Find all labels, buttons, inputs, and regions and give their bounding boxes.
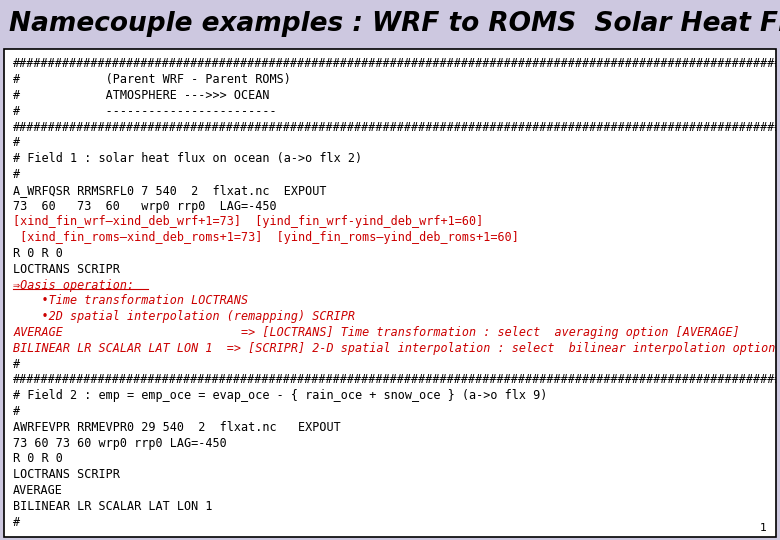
Text: AVERAGE: AVERAGE xyxy=(13,484,63,497)
Text: ################################################################################: ########################################… xyxy=(13,57,780,70)
Text: [xind_fin_roms–xind_deb_roms+1=73]  [yind_fin_roms–yind_deb_roms+1=60]: [xind_fin_roms–xind_deb_roms+1=73] [yind… xyxy=(13,231,519,244)
Text: •Time transformation LOCTRANS: •Time transformation LOCTRANS xyxy=(13,294,248,307)
Text: •2D spatial interpolation (remapping) SCRIPR: •2D spatial interpolation (remapping) SC… xyxy=(13,310,355,323)
Text: #            (Parent WRF - Parent ROMS): # (Parent WRF - Parent ROMS) xyxy=(13,73,291,86)
Text: # Field 2 : emp = emp_oce = evap_oce - { rain_oce + snow_oce } (a->o flx 9): # Field 2 : emp = emp_oce = evap_oce - {… xyxy=(13,389,548,402)
Text: #: # xyxy=(13,357,20,370)
Text: 73 60 73 60 wrp0 rrp0 LAG=-450: 73 60 73 60 wrp0 rrp0 LAG=-450 xyxy=(13,436,227,450)
Text: LOCTRANS SCRIPR: LOCTRANS SCRIPR xyxy=(13,468,120,481)
Text: BILINEAR LR SCALAR LAT LON 1  => [SCRIPR] 2-D spatial interpolation : select  bi: BILINEAR LR SCALAR LAT LON 1 => [SCRIPR]… xyxy=(13,342,780,355)
Text: [xind_fin_wrf–xind_deb_wrf+1=73]  [yind_fin_wrf-yind_deb_wrf+1=60]: [xind_fin_wrf–xind_deb_wrf+1=73] [yind_f… xyxy=(13,215,484,228)
Text: R 0 R 0: R 0 R 0 xyxy=(13,247,63,260)
Text: # Field 1 : solar heat flux on ocean (a->o flx 2): # Field 1 : solar heat flux on ocean (a-… xyxy=(13,152,362,165)
Text: R 0 R 0: R 0 R 0 xyxy=(13,453,63,465)
Text: A_WRFQSR RRMSRFL0 7 540  2  flxat.nc  EXPOUT: A_WRFQSR RRMSRFL0 7 540 2 flxat.nc EXPOU… xyxy=(13,184,327,197)
Text: #: # xyxy=(13,516,20,529)
Text: AVERAGE                         => [LOCTRANS] Time transformation : select  aver: AVERAGE => [LOCTRANS] Time transformatio… xyxy=(13,326,740,339)
Text: ⇒Oasis operation:: ⇒Oasis operation: xyxy=(13,279,134,292)
Text: #: # xyxy=(13,136,20,150)
Text: #: # xyxy=(13,168,20,181)
Text: ################################################################################: ########################################… xyxy=(13,120,780,133)
Text: ################################################################################: ########################################… xyxy=(13,373,780,386)
Text: 1: 1 xyxy=(760,523,767,534)
Text: Namecouple examples : WRF to ROMS  Solar Heat Flux and  EMP exchanges: Namecouple examples : WRF to ROMS Solar … xyxy=(9,11,780,37)
Text: #: # xyxy=(13,405,20,418)
Text: #            ------------------------: # ------------------------ xyxy=(13,105,277,118)
Text: #            ATMOSPHERE --->>> OCEAN: # ATMOSPHERE --->>> OCEAN xyxy=(13,89,270,102)
Text: LOCTRANS SCRIPR: LOCTRANS SCRIPR xyxy=(13,263,120,276)
Text: AWRFEVPR RRMEVPR0 29 540  2  flxat.nc   EXPOUT: AWRFEVPR RRMEVPR0 29 540 2 flxat.nc EXPO… xyxy=(13,421,341,434)
Text: 73  60   73  60   wrp0 rrp0  LAG=-450: 73 60 73 60 wrp0 rrp0 LAG=-450 xyxy=(13,200,277,213)
Text: BILINEAR LR SCALAR LAT LON 1: BILINEAR LR SCALAR LAT LON 1 xyxy=(13,500,213,513)
